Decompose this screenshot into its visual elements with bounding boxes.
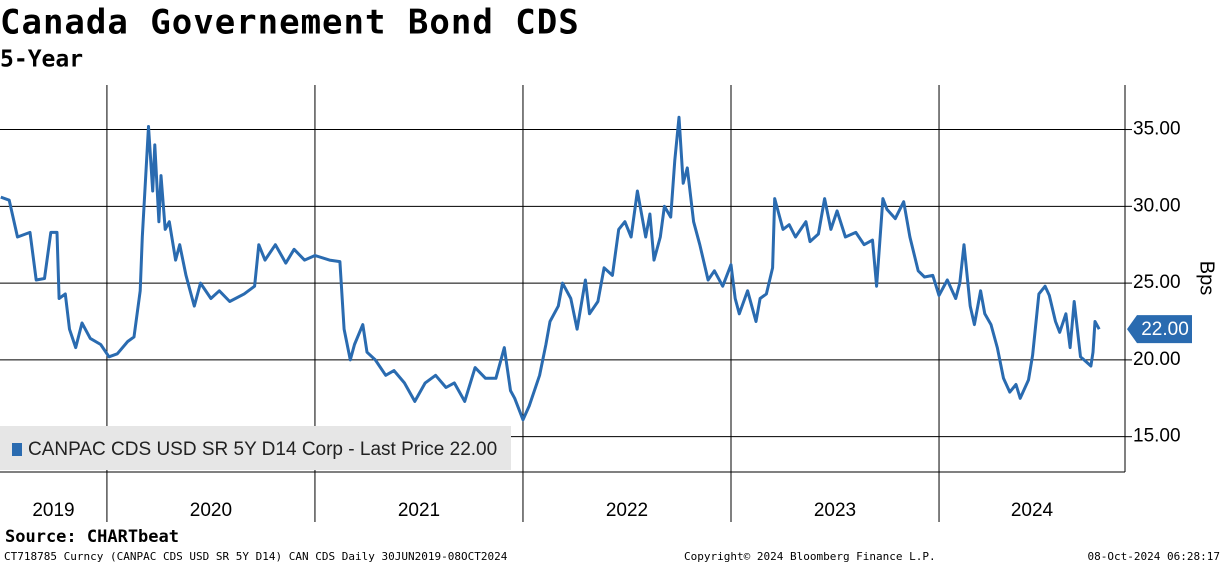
x-tick-label: 2021 <box>398 500 440 521</box>
chart-subtitle: 5-Year <box>0 47 83 73</box>
legend-box <box>0 426 511 470</box>
footer-right: 08-Oct-2024 06:28:17 <box>1088 550 1220 563</box>
y-tick-label: 35.00 <box>1133 119 1181 140</box>
y-axis-label: Bps <box>1196 261 1218 295</box>
y-tick-label: 30.00 <box>1133 195 1181 216</box>
x-tick-label: 2023 <box>814 500 856 521</box>
source: Source: CHARTbeat <box>5 527 179 547</box>
series-line <box>0 115 1101 422</box>
x-tick-label: 2022 <box>606 500 648 521</box>
last-price-label: 22.00 <box>1141 319 1189 340</box>
last-price-badge <box>1127 315 1192 344</box>
footer-center: Copyright© 2024 Bloomberg Finance L.P. <box>684 550 936 563</box>
x-tick-label: 2020 <box>190 500 232 521</box>
y-tick-label: 15.00 <box>1133 426 1181 447</box>
legend-label: CANPAC CDS USD SR 5Y D14 Corp - Last Pri… <box>28 439 497 460</box>
footer-left: CT718785 Curncy (CANPAC CDS USD SR 5Y D1… <box>4 550 508 563</box>
legend-swatch <box>12 443 22 456</box>
chart-title: Canada Governement Bond CDS <box>0 3 580 43</box>
x-tick-label: 2019 <box>32 500 74 521</box>
y-tick-label: 20.00 <box>1133 349 1181 370</box>
x-tick-label: 2024 <box>1011 500 1054 521</box>
y-tick-label: 25.00 <box>1133 272 1181 293</box>
